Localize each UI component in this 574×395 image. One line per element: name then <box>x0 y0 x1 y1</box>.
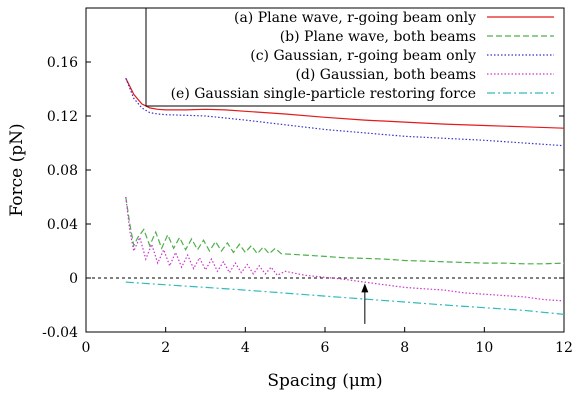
y-tick-label: 0.16 <box>47 55 78 71</box>
x-tick-label: 10 <box>475 340 493 356</box>
arrow-annotation <box>361 283 369 324</box>
series-line-b <box>125 196 565 265</box>
y-tick-label: -0.04 <box>42 325 78 341</box>
x-tick-label: 0 <box>82 340 91 356</box>
legend-label: (c) Gaussian, r-going beam only <box>250 48 476 64</box>
x-tick-label: 2 <box>161 340 170 356</box>
x-tick-label: 4 <box>241 340 250 356</box>
legend-label: (e) Gaussian single-particle restoring f… <box>171 86 476 102</box>
series-line-d <box>125 196 565 302</box>
legend-box <box>145 7 565 107</box>
x-tick-label: 6 <box>321 340 330 356</box>
y-tick-label: 0 <box>69 271 78 287</box>
x-axis-title: Spacing (μm) <box>267 371 382 391</box>
y-tick-label: 0.08 <box>47 163 78 179</box>
arrow-head <box>361 283 369 293</box>
x-tick-label: 12 <box>555 340 573 356</box>
series-line-e <box>125 281 565 315</box>
legend-label: (b) Plane wave, both beams <box>280 29 476 45</box>
y-axis-title: Force (pN) <box>7 123 27 216</box>
legend-label: (a) Plane wave, r-going beam only <box>234 10 476 26</box>
series-group <box>125 77 565 315</box>
x-tick-label: 8 <box>400 340 409 356</box>
y-tick-label: 0.12 <box>47 109 78 125</box>
series-line-a <box>125 77 565 129</box>
y-tick-label: 0.04 <box>47 217 78 233</box>
legend-label: (d) Gaussian, both beams <box>295 67 476 83</box>
legend: (a) Plane wave, r-going beam only (b) Pla… <box>145 7 565 107</box>
